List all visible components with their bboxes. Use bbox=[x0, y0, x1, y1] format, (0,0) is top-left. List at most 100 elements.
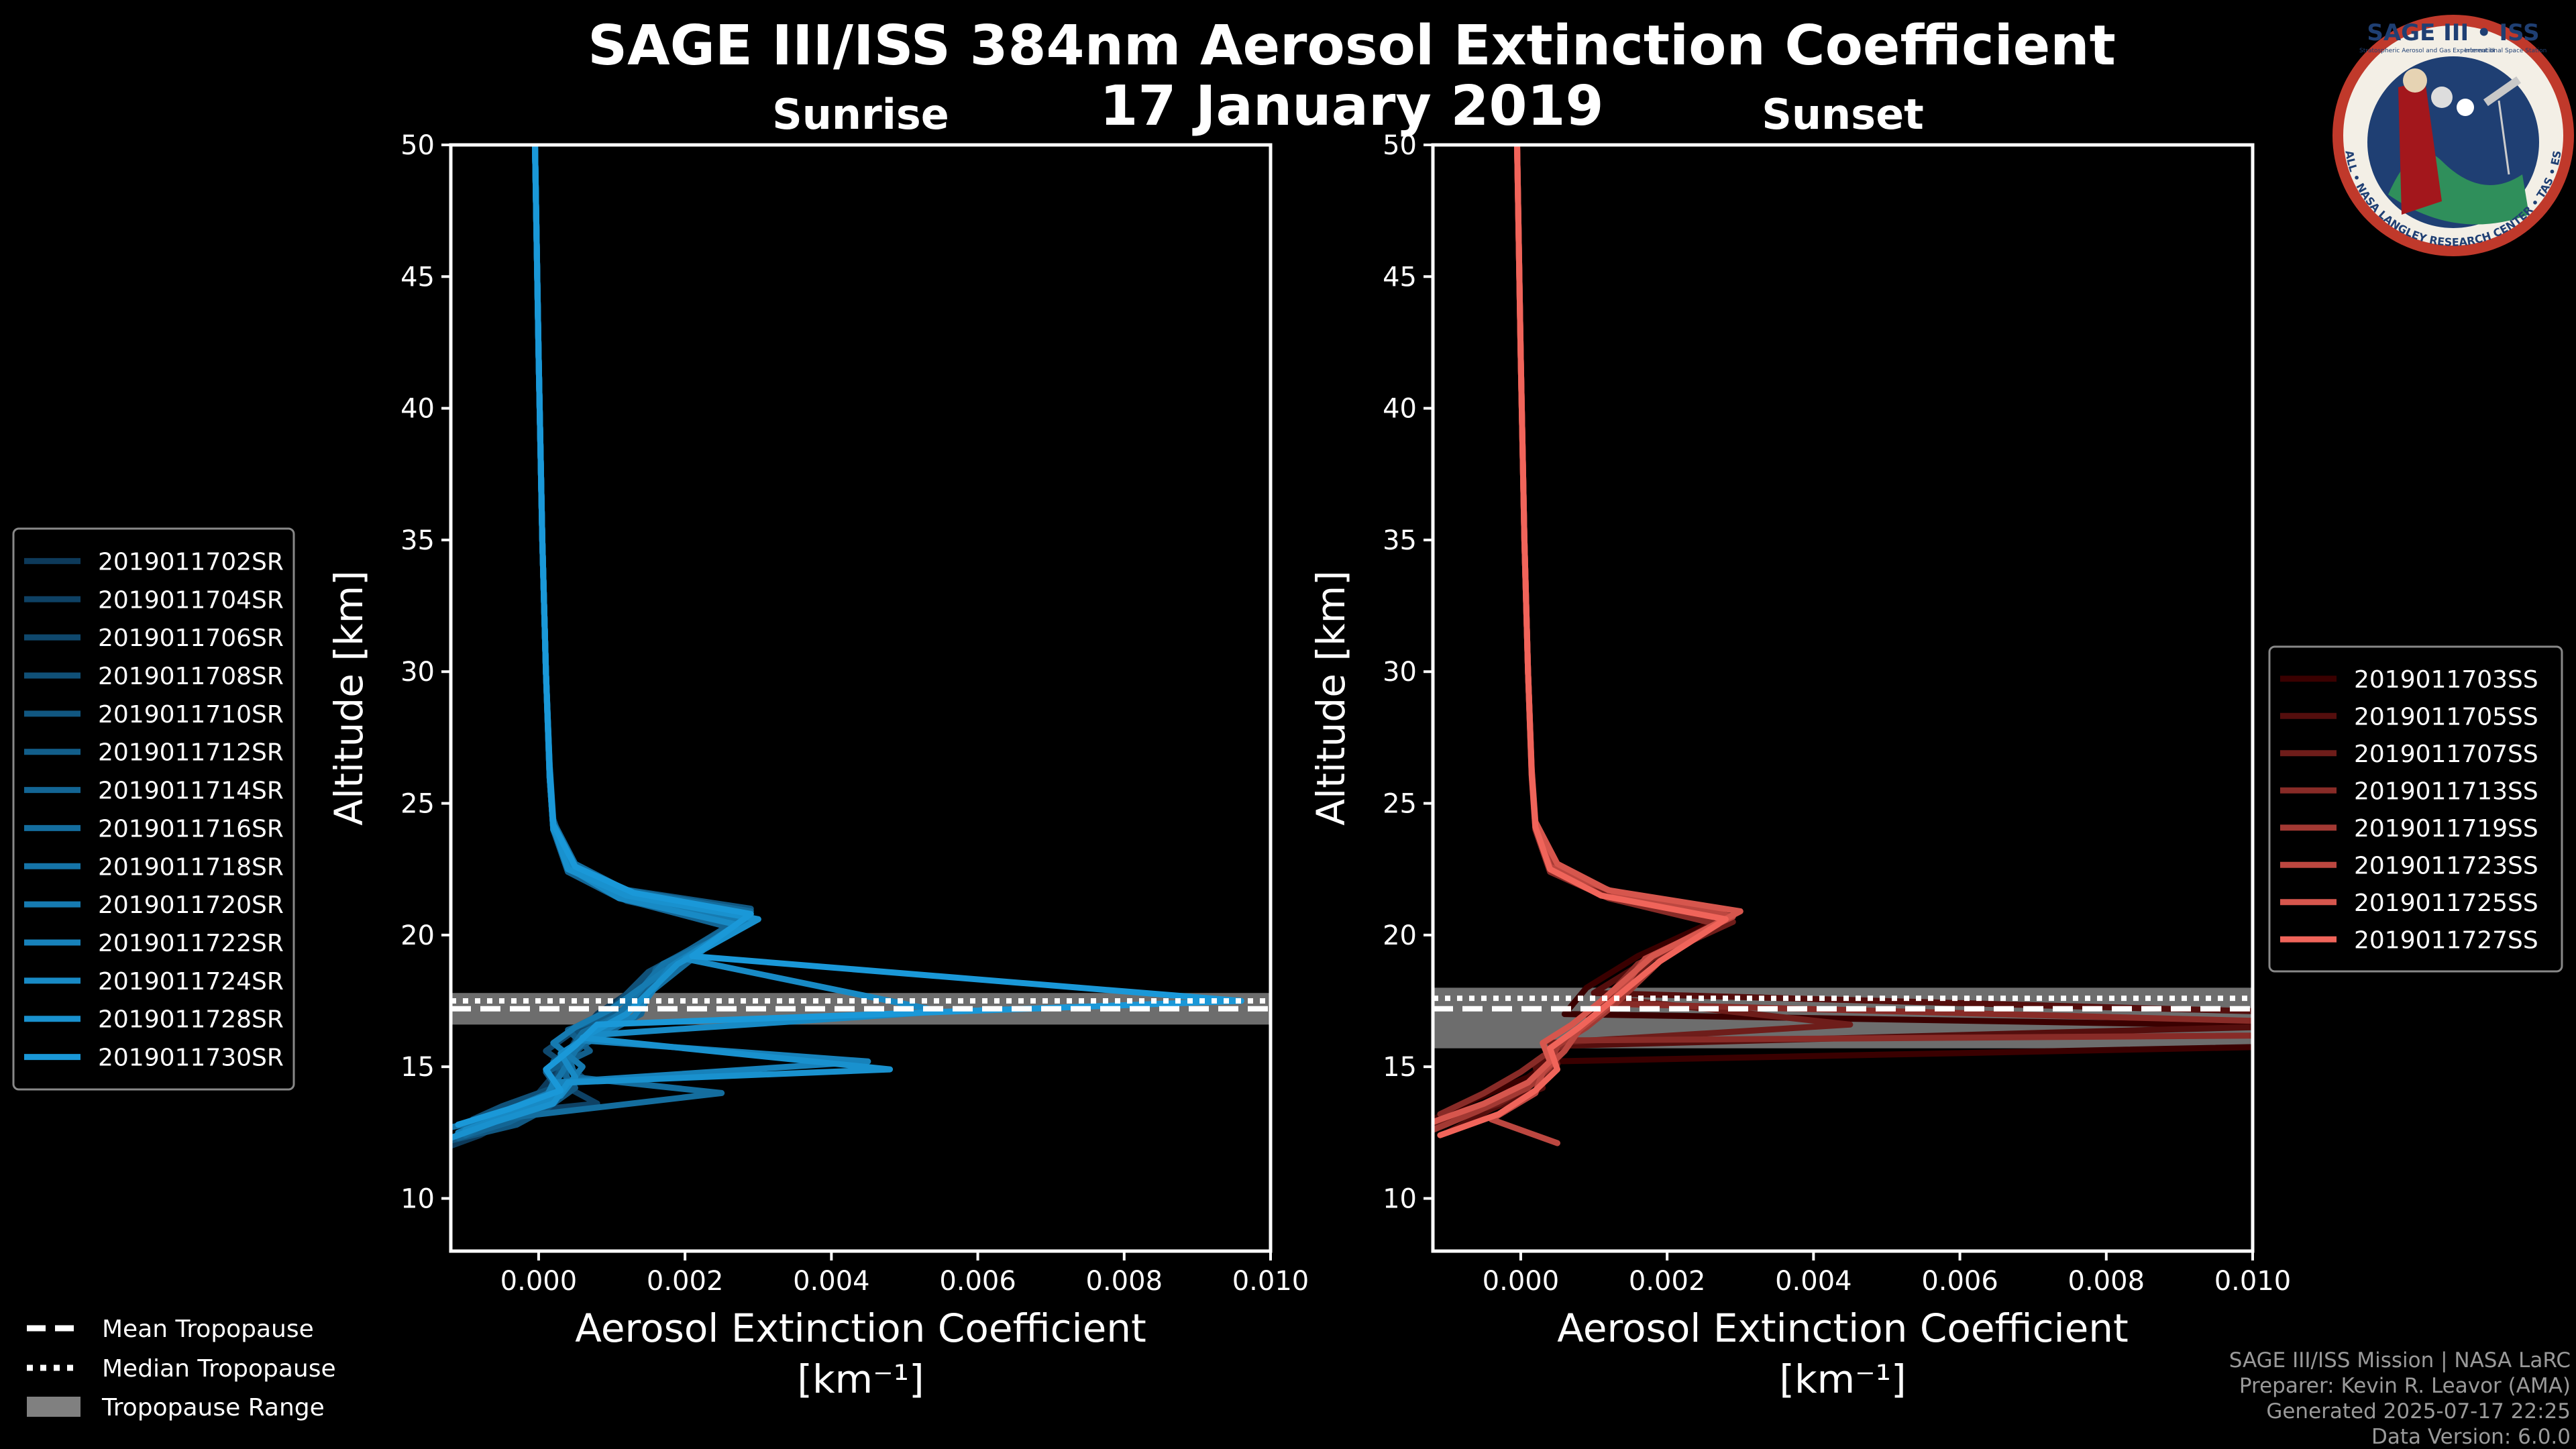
sunrise-xtick-label: 0.010 bbox=[1232, 1266, 1309, 1297]
legend-label-2019011714SR: 2019011714SR bbox=[98, 777, 284, 805]
sunset-ytick-label: 10 bbox=[1383, 1183, 1417, 1214]
sunset-xtick-label: 0.004 bbox=[1775, 1266, 1852, 1297]
sunrise-xtick-label: 0.000 bbox=[500, 1266, 578, 1297]
sunset-ytick-label: 35 bbox=[1383, 525, 1417, 556]
sunrise-ylabel: Altitude [km] bbox=[326, 570, 372, 825]
sunset-panel: Sunset 10 15 20 25 30 35 40 45 50 0.000 0.002 0.004 0… bbox=[1308, 90, 2292, 1402]
series-line-2019011718SR bbox=[451, 145, 761, 1130]
sunrise-ytick-label: 30 bbox=[400, 657, 435, 688]
sunset-plot-area bbox=[1433, 145, 2253, 1146]
sunrise-legend: 2019011702SR 2019011704SR 2019011706SR 2019… bbox=[12, 527, 295, 1091]
series-line-2019011720SR bbox=[470, 145, 747, 1126]
sunset-ylabel: Altitude [km] bbox=[1308, 570, 1354, 825]
series-line-2019011704SR bbox=[455, 145, 754, 1128]
legend-label-2019011723SS: 2019011723SS bbox=[2354, 852, 2538, 879]
logo-sun bbox=[2457, 99, 2474, 116]
series-line-2019011710SR bbox=[451, 145, 754, 1144]
legend-label-2019011719SS: 2019011719SS bbox=[2354, 815, 2538, 843]
legend-label-2019011718SR: 2019011718SR bbox=[98, 853, 284, 881]
figure-title: SAGE III/ISS 384nm Aerosol Extinction Co… bbox=[588, 14, 2116, 78]
sunrise-axes-frame bbox=[449, 143, 1273, 1253]
series-line-2019011725SS bbox=[1433, 145, 1743, 1126]
sunset-ytick-label: 40 bbox=[1383, 394, 1417, 425]
legend-label-2019011724SR: 2019011724SR bbox=[98, 968, 284, 996]
sunset-panel-title: Sunset bbox=[1762, 90, 1924, 139]
tropopause-legend: Mean Tropopause Median Tropopause Tropop… bbox=[27, 1316, 336, 1421]
footer-line-3: Generated 2025-07-17 22:25 bbox=[2266, 1399, 2571, 1424]
sunrise-xtick-label: 0.004 bbox=[793, 1266, 870, 1297]
series-line-2019011716SR bbox=[462, 145, 754, 1138]
series-line-2019011706SR bbox=[462, 145, 761, 1136]
series-line-2019011708SR bbox=[470, 145, 739, 1123]
legend-label-2019011730SR: 2019011730SR bbox=[98, 1044, 284, 1072]
sunrise-ytick-label: 25 bbox=[400, 789, 435, 820]
sunset-legend-frame bbox=[2268, 645, 2563, 973]
logo-moon bbox=[2431, 87, 2453, 108]
legend-label-2019011727SS: 2019011727SS bbox=[2354, 926, 2538, 954]
legend-label-2019011728SR: 2019011728SR bbox=[98, 1006, 284, 1034]
sunset-ytick-label: 50 bbox=[1383, 130, 1417, 161]
legend-label-2019011703SS: 2019011703SS bbox=[2354, 666, 2538, 694]
sunrise-xlabel-units: [km⁻¹] bbox=[797, 1356, 924, 1402]
legend-label-2019011707SS: 2019011707SS bbox=[2354, 741, 2538, 768]
sunset-ytick-label: 45 bbox=[1383, 262, 1417, 292]
logo-top-text: SAGE III • ISS bbox=[2367, 19, 2539, 46]
legend-label-2019011704SR: 2019011704SR bbox=[98, 586, 284, 614]
sunset-ytick-label: 25 bbox=[1383, 789, 1417, 820]
legend-label-2019011705SS: 2019011705SS bbox=[2354, 703, 2538, 731]
sunrise-ytick-label: 10 bbox=[400, 1183, 435, 1214]
sunrise-ytick-label: 40 bbox=[400, 394, 435, 425]
sunset-xtick-label: 0.008 bbox=[2068, 1266, 2145, 1297]
legend-label-2019011720SR: 2019011720SR bbox=[98, 892, 284, 919]
legend-label-2019011716SR: 2019011716SR bbox=[98, 815, 284, 843]
median-tropopause-label: Median Tropopause bbox=[102, 1355, 336, 1383]
footer: SAGE III/ISS Mission | NASA LaRC Prepare… bbox=[2229, 1348, 2571, 1449]
sunset-xtick-label: 0.002 bbox=[1629, 1266, 1706, 1297]
sunrise-ytick-label: 35 bbox=[400, 525, 435, 556]
legend-label-2019011708SR: 2019011708SR bbox=[98, 663, 284, 690]
sunrise-xlabel: Aerosol Extinction Coefficient bbox=[575, 1305, 1146, 1351]
legend-label-2019011725SS: 2019011725SS bbox=[2354, 890, 2538, 917]
legend-label-2019011702SR: 2019011702SR bbox=[98, 548, 284, 576]
sunrise-xtick-label: 0.006 bbox=[939, 1266, 1016, 1297]
legend-label-2019011712SR: 2019011712SR bbox=[98, 739, 284, 767]
series-line-2019011727SS bbox=[1437, 145, 1729, 1138]
tropopause-range-label: Tropopause Range bbox=[101, 1394, 325, 1421]
series-line-2019011705SS bbox=[1444, 145, 2253, 1136]
footer-line-4: Data Version: 6.0.0 bbox=[2371, 1425, 2571, 1449]
sunset-legend: 2019011703SS 2019011705SS 2019011707SS 2019… bbox=[2268, 645, 2563, 973]
sunset-ytick-label: 20 bbox=[1383, 920, 1417, 951]
sunrise-ytick-label: 45 bbox=[400, 262, 435, 292]
sunrise-xtick-label: 0.008 bbox=[1086, 1266, 1163, 1297]
series-line-2019011730SR bbox=[455, 145, 1244, 1128]
sunrise-plot-area bbox=[451, 145, 1271, 1149]
sunrise-panel: Sunrise 10 15 20 25 30 35 40 45 50 0.000 0.002 0.004… bbox=[326, 90, 1309, 1402]
sunrise-panel-title: Sunrise bbox=[772, 90, 949, 139]
sunset-ytick-label: 30 bbox=[1383, 657, 1417, 688]
logo-right-caption: International Space Station bbox=[2465, 48, 2547, 54]
figure-date: 17 January 2019 bbox=[1099, 74, 1603, 138]
sunset-xtick-label: 0.006 bbox=[1921, 1266, 1998, 1297]
tropopause-range-swatch bbox=[27, 1397, 80, 1417]
sunrise-ytick-label: 15 bbox=[400, 1052, 435, 1083]
sunset-xtick-label: 0.010 bbox=[2214, 1266, 2292, 1297]
sunset-xlabel: Aerosol Extinction Coefficient bbox=[1557, 1305, 2129, 1351]
sunrise-ytick-label: 20 bbox=[400, 920, 435, 951]
legend-label-2019011706SR: 2019011706SR bbox=[98, 625, 284, 652]
footer-line-1: SAGE III/ISS Mission | NASA LaRC bbox=[2229, 1348, 2571, 1373]
series-line-2019011703SS bbox=[1433, 145, 2253, 1123]
legend-label-2019011713SS: 2019011713SS bbox=[2354, 777, 2538, 805]
series-line-2019011714SR bbox=[455, 145, 733, 1141]
sunrise-xtick-label: 0.002 bbox=[647, 1266, 724, 1297]
logo-beam bbox=[2498, 100, 2510, 175]
sunset-ytick-label: 15 bbox=[1383, 1052, 1417, 1083]
sunset-axes-frame bbox=[1431, 143, 2255, 1253]
mean-tropopause-label: Mean Tropopause bbox=[102, 1316, 314, 1343]
logo-station bbox=[2483, 76, 2522, 107]
logo-left-caption: Stratospheric Aerosol and Gas Experiment… bbox=[2359, 48, 2495, 54]
series-line-2019011719SS bbox=[1433, 145, 1729, 1133]
series-line-2019011712SR bbox=[477, 145, 747, 1133]
sunset-xtick-label: 0.000 bbox=[1483, 1266, 1560, 1297]
sunset-xlabel-units: [km⁻¹] bbox=[1779, 1356, 1906, 1402]
